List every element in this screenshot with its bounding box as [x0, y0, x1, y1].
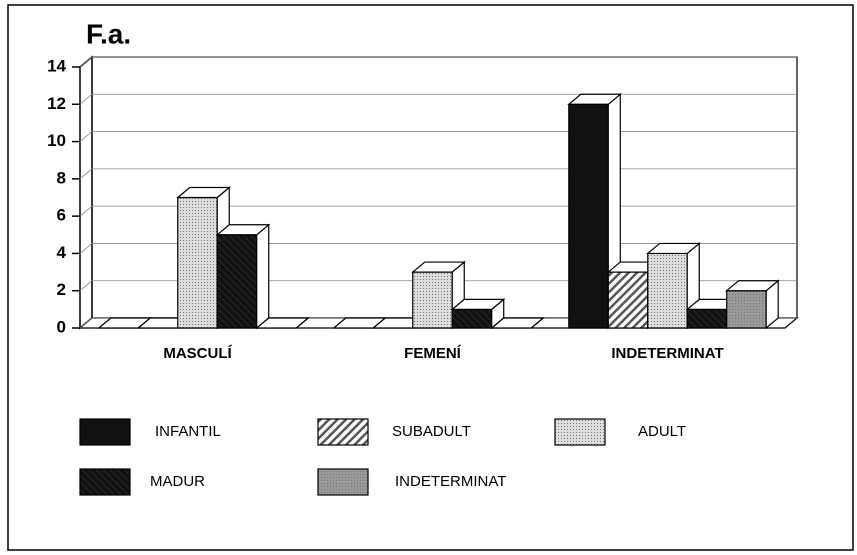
bar-front — [686, 308, 728, 329]
grid-line — [79, 93, 93, 105]
bar — [255, 317, 310, 329]
grid-line — [79, 205, 93, 217]
bar-top — [176, 186, 231, 199]
bar-top — [725, 280, 780, 292]
x-tick-label: INDETERMINAT — [611, 345, 723, 362]
chart-title: F.a. — [86, 18, 131, 49]
bar-top — [450, 298, 506, 310]
grid-line — [79, 317, 93, 329]
x-tick-label: MASCULÍ — [163, 345, 232, 362]
bar — [490, 317, 545, 329]
legend-swatch — [554, 418, 606, 446]
legend-swatch — [79, 418, 131, 446]
bar-front — [647, 252, 688, 329]
bar — [725, 279, 780, 330]
frame — [7, 4, 854, 551]
legend-label: SUBADULT — [392, 423, 471, 440]
bar — [215, 223, 271, 330]
bar-top — [255, 317, 310, 329]
bar-top — [646, 242, 701, 255]
bar-front — [726, 290, 767, 329]
bar-front — [216, 234, 258, 329]
legend-label: MADUR — [150, 473, 205, 490]
grid-line — [79, 168, 93, 180]
bar-front — [412, 271, 453, 329]
y-tick-label: 14 — [47, 56, 66, 75]
bar-top — [411, 261, 466, 273]
legend-label: INFANTIL — [155, 423, 221, 440]
bar-top — [215, 224, 271, 236]
y-tick-label: 10 — [47, 131, 66, 150]
bar-front — [568, 103, 609, 329]
legend-label: ADULT — [638, 423, 686, 440]
bar-top — [567, 93, 622, 105]
y-tick-label: 4 — [57, 243, 67, 262]
grid-line — [79, 56, 93, 68]
legend-swatch — [317, 418, 369, 446]
grid-line — [79, 243, 93, 254]
bar — [450, 298, 506, 330]
x-tick-label: FEMENÍ — [404, 345, 462, 362]
bar-front — [607, 271, 649, 329]
legend-swatch — [317, 468, 369, 496]
y-tick-label: 2 — [57, 280, 66, 299]
y-tick-label: 8 — [57, 168, 66, 187]
bar-front — [451, 308, 493, 329]
bar-top — [490, 317, 545, 329]
bar-side — [256, 223, 270, 330]
legend-label: INDETERMINAT — [395, 473, 506, 490]
grid-line — [79, 280, 93, 292]
y-tick-label: 0 — [57, 317, 66, 336]
grid-line — [79, 131, 93, 142]
left-wall — [79, 55, 93, 330]
y-tick-label: 12 — [47, 94, 66, 113]
bar — [646, 242, 701, 330]
bar-front — [177, 196, 218, 329]
legend-swatch — [79, 468, 131, 496]
y-tick-label: 6 — [57, 206, 66, 225]
